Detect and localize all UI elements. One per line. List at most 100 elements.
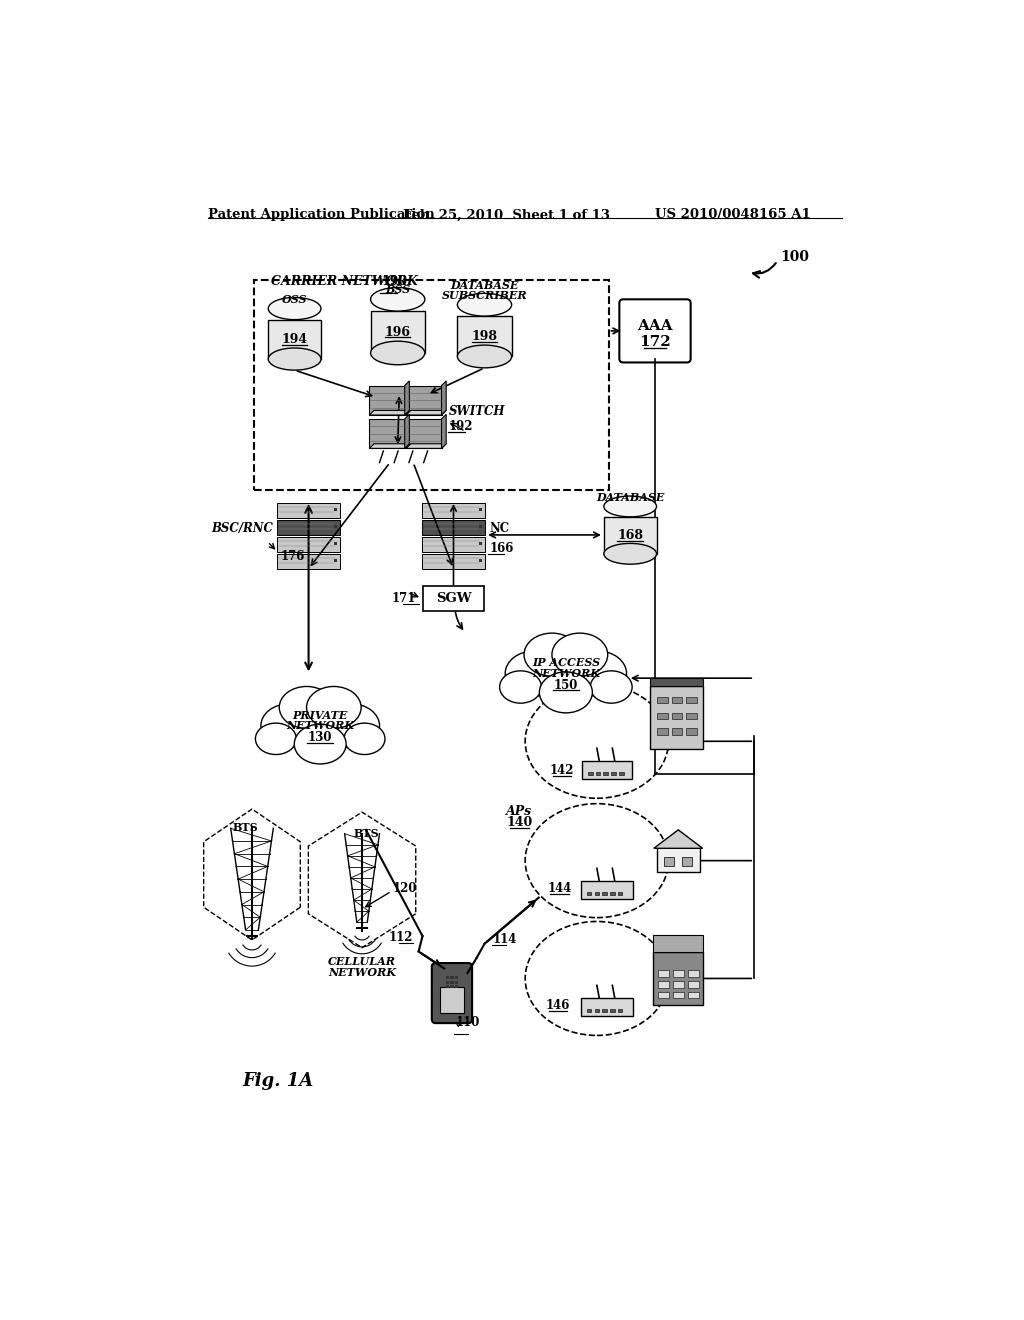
Bar xyxy=(595,1010,599,1012)
Bar xyxy=(588,772,593,775)
Text: BSC/RNC: BSC/RNC xyxy=(211,521,273,535)
Text: 110: 110 xyxy=(456,1015,480,1028)
Text: 190: 190 xyxy=(381,275,408,288)
Bar xyxy=(688,991,698,998)
Polygon shape xyxy=(654,830,702,849)
Text: DATABASE: DATABASE xyxy=(596,491,665,503)
Ellipse shape xyxy=(552,634,607,676)
Text: 144: 144 xyxy=(548,882,571,895)
Ellipse shape xyxy=(371,341,425,364)
Bar xyxy=(370,418,404,449)
Text: 100: 100 xyxy=(780,249,810,264)
Bar xyxy=(451,985,454,989)
Text: Fig. 1A: Fig. 1A xyxy=(242,1072,313,1090)
Bar xyxy=(688,970,698,977)
Bar xyxy=(611,772,615,775)
Bar xyxy=(458,315,512,356)
Polygon shape xyxy=(407,411,446,414)
Bar xyxy=(658,981,670,987)
Ellipse shape xyxy=(280,686,334,729)
Text: 142: 142 xyxy=(550,764,574,777)
Polygon shape xyxy=(370,411,410,414)
Ellipse shape xyxy=(255,723,296,755)
FancyBboxPatch shape xyxy=(620,300,690,363)
Text: APs: APs xyxy=(506,805,532,818)
Bar xyxy=(582,760,632,779)
Bar xyxy=(587,1010,592,1012)
Bar xyxy=(657,697,668,702)
Bar xyxy=(276,520,340,535)
Bar xyxy=(686,729,697,735)
Bar xyxy=(672,697,682,702)
Text: 194: 194 xyxy=(282,333,307,346)
Bar xyxy=(657,847,699,873)
Text: DATABASE: DATABASE xyxy=(451,280,519,290)
Bar xyxy=(657,729,668,735)
Text: BSS: BSS xyxy=(385,285,411,296)
Text: OSS: OSS xyxy=(282,294,307,305)
Polygon shape xyxy=(441,414,446,449)
Bar xyxy=(479,508,482,511)
Bar xyxy=(610,892,614,895)
Bar xyxy=(653,952,703,1006)
Text: 112: 112 xyxy=(389,931,414,944)
Polygon shape xyxy=(404,381,410,414)
Ellipse shape xyxy=(527,639,604,698)
Bar xyxy=(451,981,454,983)
Text: NETWORK: NETWORK xyxy=(328,966,396,978)
Text: 150: 150 xyxy=(554,678,579,692)
Ellipse shape xyxy=(458,293,512,315)
Text: 172: 172 xyxy=(639,335,671,348)
Text: BTS: BTS xyxy=(353,828,379,838)
Text: SWITCH: SWITCH xyxy=(449,405,505,418)
Bar xyxy=(673,991,684,998)
Bar xyxy=(672,729,682,735)
Bar xyxy=(455,981,458,983)
Text: NETWORK: NETWORK xyxy=(286,721,354,731)
Bar xyxy=(422,537,485,552)
Text: 168: 168 xyxy=(617,529,643,541)
Bar xyxy=(610,1010,614,1012)
Bar xyxy=(407,418,441,449)
Bar xyxy=(371,312,425,352)
Text: 130: 130 xyxy=(308,731,333,744)
Bar xyxy=(650,686,703,748)
Text: 176: 176 xyxy=(281,550,305,564)
Ellipse shape xyxy=(590,671,632,704)
Bar xyxy=(455,977,458,979)
Ellipse shape xyxy=(568,651,627,696)
Ellipse shape xyxy=(500,671,542,704)
Text: 140: 140 xyxy=(506,816,532,829)
Text: CELLULAR: CELLULAR xyxy=(328,956,396,968)
Bar xyxy=(479,541,482,545)
Bar xyxy=(422,554,485,569)
Bar xyxy=(254,280,608,490)
Ellipse shape xyxy=(524,634,580,676)
Text: 166: 166 xyxy=(489,543,513,554)
Text: 196: 196 xyxy=(385,326,411,338)
Text: 171: 171 xyxy=(391,591,416,605)
Bar xyxy=(596,772,600,775)
Text: 114: 114 xyxy=(493,933,517,946)
Bar xyxy=(673,981,684,987)
Text: IP ACCESS: IP ACCESS xyxy=(531,657,600,668)
Ellipse shape xyxy=(261,704,318,747)
Ellipse shape xyxy=(323,704,380,747)
Text: US 2010/0048165 A1: US 2010/0048165 A1 xyxy=(655,209,811,222)
Bar xyxy=(479,558,482,562)
Bar xyxy=(604,517,656,554)
Bar xyxy=(334,541,337,545)
Text: Patent Application Publication: Patent Application Publication xyxy=(208,209,434,222)
Bar xyxy=(686,713,697,718)
Ellipse shape xyxy=(306,686,361,729)
FancyBboxPatch shape xyxy=(432,964,472,1023)
Ellipse shape xyxy=(344,723,385,755)
Bar xyxy=(422,520,485,535)
Bar xyxy=(334,508,337,511)
Bar xyxy=(581,880,633,899)
Text: NC: NC xyxy=(489,521,509,535)
Bar xyxy=(445,977,449,979)
Polygon shape xyxy=(441,381,446,414)
Bar xyxy=(658,970,670,977)
Ellipse shape xyxy=(604,544,656,564)
